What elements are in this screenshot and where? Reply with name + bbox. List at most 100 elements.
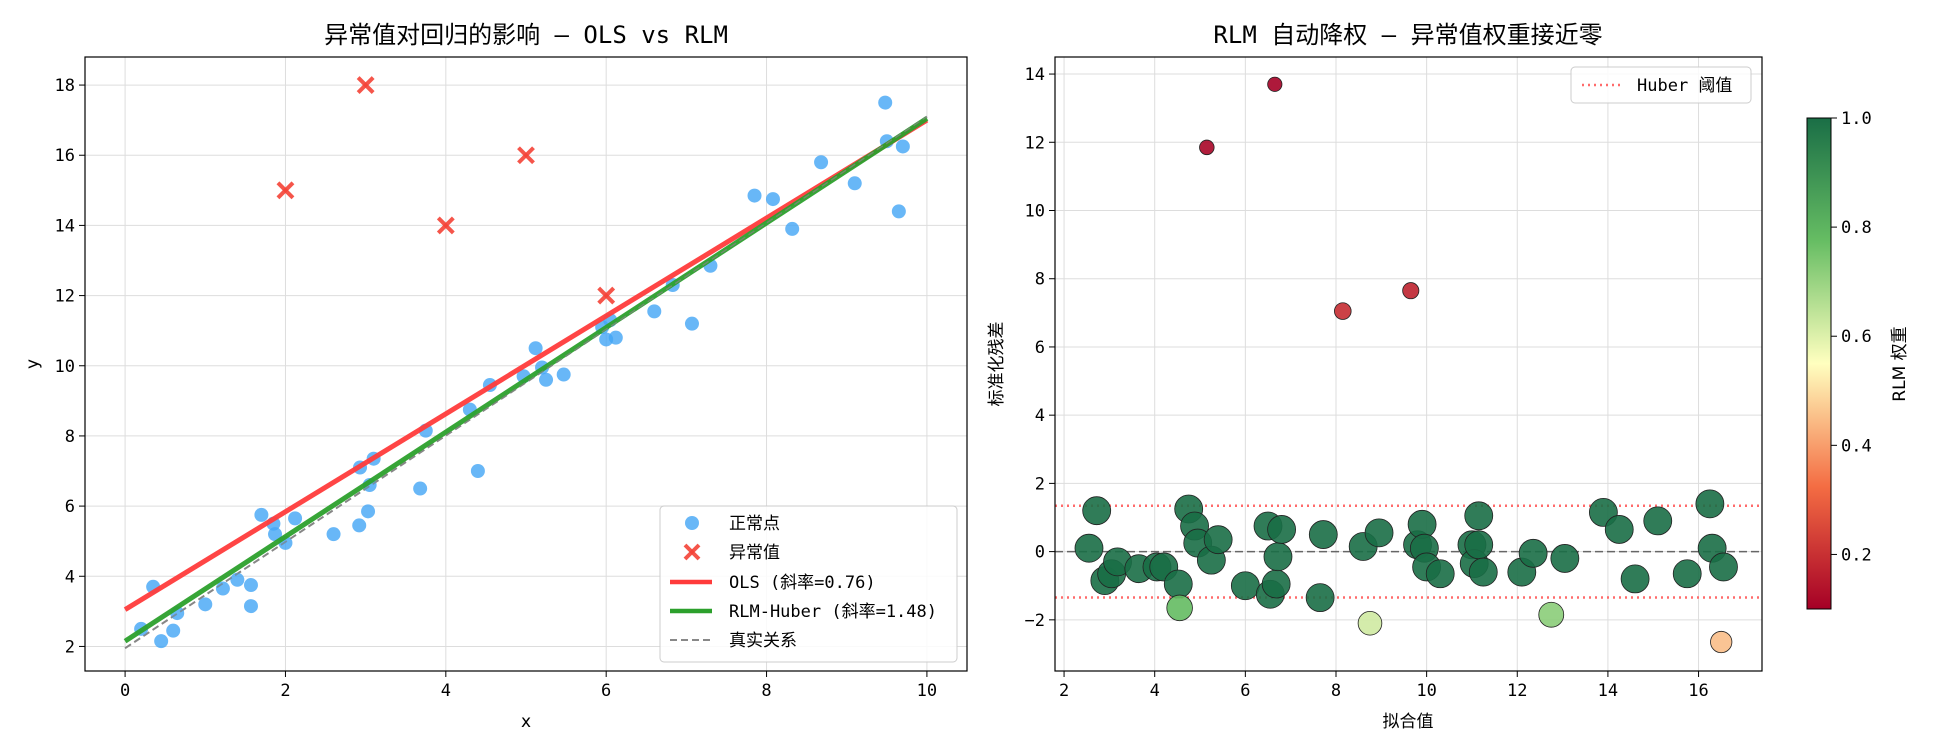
y-tick-label: 16: [55, 146, 75, 166]
legend-label-true: 真实关系: [729, 631, 797, 651]
y-tick-label: 18: [55, 76, 75, 96]
x-tick-label: 6: [1240, 681, 1250, 701]
normal-point: [895, 139, 910, 154]
residual-point: [1468, 557, 1498, 587]
residual-point: [1305, 583, 1335, 613]
residual-point: [1267, 515, 1297, 544]
normal-point: [470, 464, 485, 479]
x-tick-label: 16: [1688, 681, 1708, 701]
residual-point: [1425, 559, 1455, 589]
residual-point: [1695, 489, 1725, 519]
colorbar-tick-label: 0.4: [1841, 436, 1872, 456]
legend-box: [1570, 66, 1752, 104]
outlier-point: [597, 286, 616, 305]
normal-point: [647, 304, 662, 319]
x-tick-label: 2: [1059, 681, 1069, 701]
legend-label-normal: 正常点: [729, 514, 780, 534]
normal-point: [413, 481, 428, 496]
ols-line: [123, 118, 929, 612]
normal-point: [243, 578, 258, 593]
residual-point: [1710, 630, 1733, 654]
ols-vs-rlm-chart: 异常值对回归的影响 — OLS vs RLM 0 2 4 6 8 10 2 4 6 8 10 12 14…: [23, 21, 968, 732]
y-tick-label: 4: [1035, 406, 1045, 426]
axes-frame: [84, 56, 968, 672]
colorbar-tick-label: 0.8: [1841, 218, 1872, 238]
normal-point: [361, 504, 376, 519]
outlier-stroke: [517, 146, 535, 165]
normal-point: [166, 623, 181, 638]
normal-point: [268, 527, 283, 542]
legend: 正常点 异常值 OLS (斜率=0.76) RLM-Huber (斜率=1.48…: [659, 505, 958, 663]
normal-point: [814, 155, 829, 170]
y-tick-label: 4: [65, 567, 75, 587]
residual-point: [1082, 496, 1112, 526]
residual-point: [1199, 139, 1215, 156]
x-tick-label: 14: [1598, 681, 1618, 701]
normal-point: [215, 581, 230, 596]
x-tick-label: 10: [917, 681, 937, 701]
y-axis-label: y: [23, 359, 43, 369]
residual-point: [1518, 538, 1548, 568]
y-tick-label: 12: [55, 287, 75, 307]
y-tick-label: 12: [1025, 133, 1045, 153]
residual-point: [1074, 533, 1104, 563]
residual-point: [1163, 569, 1193, 599]
residual-point: [1308, 520, 1338, 549]
residual-point: [1357, 610, 1383, 636]
residual-point: [1261, 569, 1291, 599]
x-tick-label: 4: [441, 681, 451, 701]
colorbar: 0.2 0.4 0.6 0.8 1.0 RLM 权重: [1806, 109, 1910, 610]
x-tick-label: 2: [280, 681, 290, 701]
y-tick-label: 14: [1025, 65, 1045, 85]
colorbar-tick-label: 1.0: [1841, 109, 1872, 129]
residual-point: [1464, 501, 1494, 531]
residual-point: [1263, 542, 1293, 572]
y-tick-label: 6: [65, 497, 75, 517]
x-axis-label: x: [521, 712, 531, 732]
residual-point: [1402, 282, 1420, 300]
normal-point: [608, 330, 623, 345]
axis-ticks: 0 2 4 6 8 10 2 4 6 8 10 12 14 16 18: [55, 76, 938, 701]
y-axis-label: 标准化残差: [987, 322, 1007, 407]
plot-marks: [1055, 76, 1762, 654]
outlier-stroke: [276, 181, 295, 200]
residual-point: [1550, 544, 1580, 573]
x-tick-label: 8: [1331, 681, 1341, 701]
x-tick-label: 10: [1416, 681, 1436, 701]
y-tick-label: 8: [65, 427, 75, 447]
y-tick-label: 2: [65, 637, 75, 657]
outlier-point: [276, 181, 295, 200]
x-axis-label: 拟合值: [1383, 712, 1434, 732]
legend-label-ols: OLS (斜率=0.76): [729, 573, 876, 593]
y-tick-label: 6: [1035, 338, 1045, 358]
x-tick-label: 12: [1507, 681, 1527, 701]
residual-point: [1538, 601, 1565, 628]
legend-marker-normal: [685, 516, 699, 530]
normal-point: [254, 507, 269, 522]
normal-point: [847, 176, 862, 191]
legend-label-outlier: 异常值: [729, 543, 780, 563]
x-tick-label: 8: [761, 681, 771, 701]
residual-point: [1334, 302, 1352, 320]
x-tick-label: 4: [1150, 681, 1160, 701]
legend-box: [659, 505, 958, 663]
colorbar-label: RLM 权重: [1890, 326, 1910, 401]
outlier-point: [356, 76, 375, 94]
residual-point: [1604, 515, 1634, 544]
y-tick-label: 8: [1035, 270, 1045, 290]
colorbar-tick-label: 0.2: [1841, 545, 1872, 565]
residual-point: [1230, 571, 1260, 601]
outlier-point: [517, 146, 535, 165]
rlm-huber-line: [123, 116, 929, 644]
colorbar-gradient: [1806, 117, 1832, 610]
normal-point: [556, 367, 571, 382]
normal-point: [326, 527, 341, 542]
residual-point: [1364, 518, 1394, 548]
chart-title: RLM 自动降权 — 异常值权重接近零: [1213, 21, 1602, 49]
legend-label-rlm: RLM-Huber (斜率=1.48): [729, 602, 937, 622]
residual-point: [1672, 559, 1702, 589]
normal-point: [288, 511, 303, 526]
outlier-stroke: [436, 216, 455, 235]
normal-point: [785, 221, 800, 236]
